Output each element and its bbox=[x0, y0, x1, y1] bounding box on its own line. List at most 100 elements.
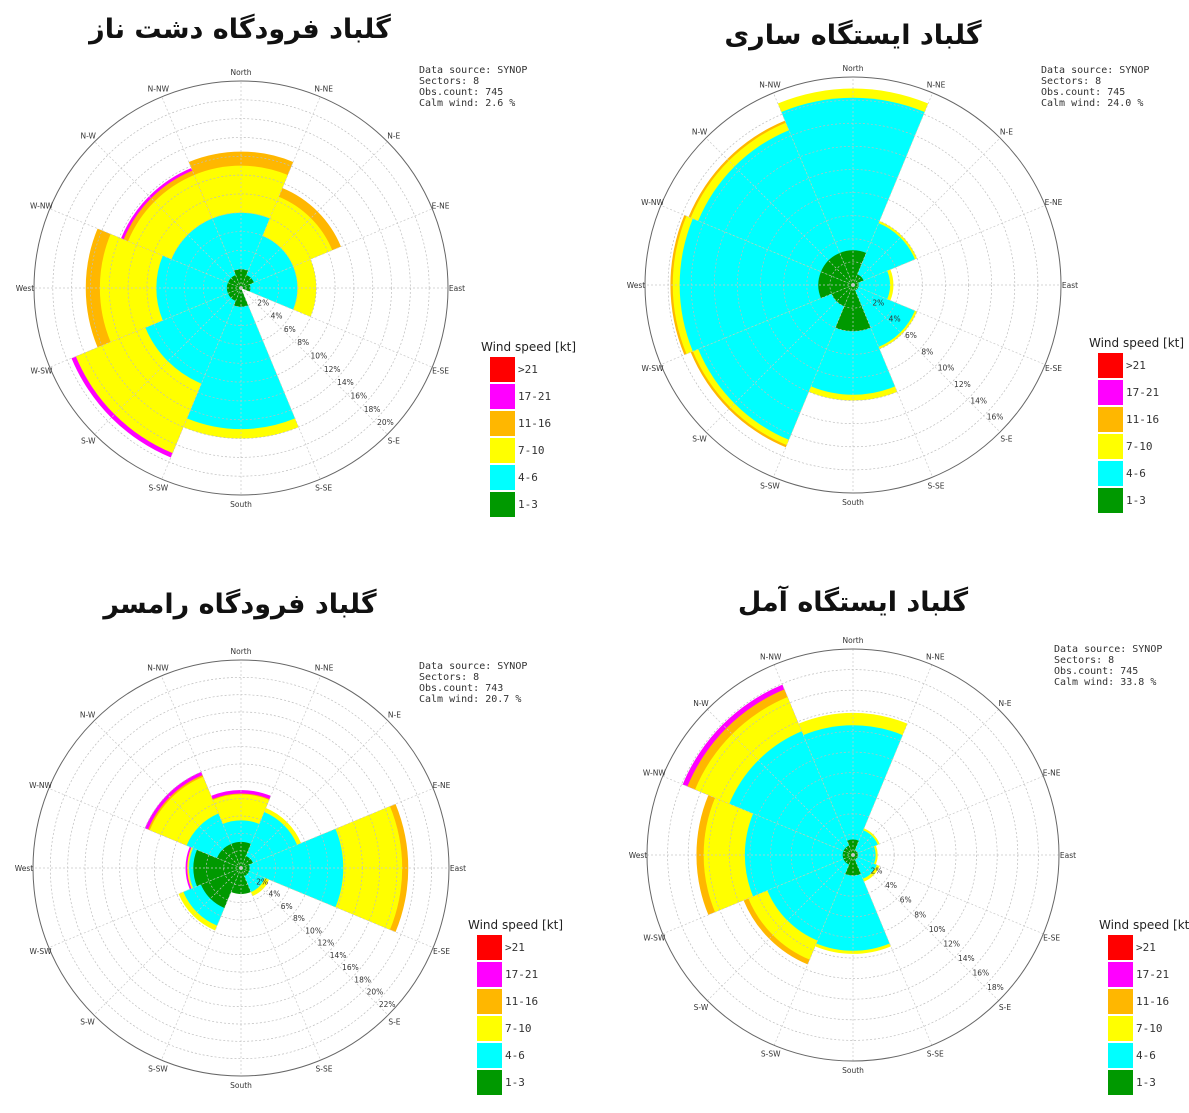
direction-label: N-W bbox=[81, 131, 97, 140]
grid-ring bbox=[729, 731, 977, 979]
legend-title: Wind speed [kt] bbox=[1099, 918, 1189, 932]
percent-tick-label: 20% bbox=[377, 418, 394, 427]
direction-label: S-SE bbox=[928, 481, 945, 490]
percent-tick-label: 8% bbox=[914, 910, 926, 919]
legend-label: 11-16 bbox=[1126, 413, 1159, 426]
percent-tick-label: 14% bbox=[337, 378, 354, 387]
percent-tick-label: 18% bbox=[987, 983, 1004, 992]
direction-label: E-SE bbox=[433, 947, 450, 956]
direction-label: N-E bbox=[998, 699, 1011, 708]
grid-spoke bbox=[852, 92, 933, 286]
legend-label: 11-16 bbox=[505, 995, 538, 1008]
wind-rose-panel-3: گلباد فرودگاه رامسر Data source: SYNOPSec… bbox=[15, 588, 563, 1095]
grid-spoke bbox=[49, 208, 242, 289]
direction-label: E-SE bbox=[432, 367, 449, 376]
legend-swatch bbox=[477, 989, 502, 1014]
percent-tick-label: 22% bbox=[379, 1000, 396, 1009]
percent-tick-label: 8% bbox=[921, 347, 933, 356]
rose-wedge-n-w-bin1 bbox=[843, 845, 853, 855]
grid-spoke bbox=[660, 205, 854, 286]
legend-label: 17-21 bbox=[518, 390, 551, 403]
panel-title: گلباد فرودگاه دشت ناز bbox=[87, 13, 391, 45]
direction-label: S-SE bbox=[927, 1050, 944, 1059]
percent-tick-label: 16% bbox=[987, 413, 1004, 422]
rose-wedge-south-bin2 bbox=[810, 285, 896, 395]
percent-tick-label: 4% bbox=[271, 312, 283, 321]
legend-swatch bbox=[1098, 434, 1123, 459]
info-line: Calm wind: 33.8 % bbox=[1054, 677, 1156, 688]
rose-wedge-east-bin1 bbox=[853, 282, 859, 288]
direction-label: S-W bbox=[80, 1017, 95, 1026]
direction-label: N-W bbox=[80, 711, 96, 720]
percent-tick-label: 18% bbox=[354, 975, 371, 984]
percent-tick-label: 4% bbox=[269, 890, 281, 899]
percent-tick-label: 2% bbox=[256, 877, 268, 886]
direction-label: E-SE bbox=[1045, 364, 1062, 373]
rose-wedge-n-e-bin1 bbox=[853, 274, 864, 285]
legend-title: Wind speed [kt] bbox=[481, 340, 576, 354]
direction-label: N-E bbox=[1000, 128, 1013, 137]
rose-wedge-west-bin1 bbox=[226, 282, 241, 294]
direction-label: W-NW bbox=[30, 201, 53, 210]
info-line: Data source: SYNOP bbox=[419, 65, 527, 76]
percent-tick-label: 10% bbox=[929, 925, 946, 934]
direction-label: S-W bbox=[694, 1003, 709, 1012]
direction-label: S-SW bbox=[149, 484, 169, 493]
grid-spoke bbox=[240, 867, 434, 948]
direction-label: East bbox=[1062, 281, 1078, 290]
rose-wedge-east-bin1 bbox=[853, 853, 859, 857]
direction-label: N-E bbox=[388, 711, 401, 720]
percent-tick-label: 8% bbox=[293, 914, 305, 923]
grid-ring bbox=[205, 832, 277, 904]
direction-label: North bbox=[231, 647, 252, 656]
outer-ring bbox=[646, 648, 1060, 1062]
legend-swatch bbox=[490, 384, 515, 409]
percent-tick-label: 10% bbox=[305, 926, 322, 935]
grid-ring bbox=[165, 212, 317, 364]
direction-label: East bbox=[450, 864, 466, 873]
direction-label: S-SW bbox=[760, 481, 780, 490]
legend-label: 1-3 bbox=[1126, 494, 1146, 507]
info-line: Obs.count: 745 bbox=[1041, 87, 1125, 98]
direction-label: West bbox=[16, 284, 34, 293]
direction-label: East bbox=[449, 284, 465, 293]
legend-label: 11-16 bbox=[518, 417, 551, 430]
grid-spoke bbox=[852, 205, 1046, 286]
rose-wedge-s-w-bin1 bbox=[843, 855, 853, 865]
percent-tick-label: 4% bbox=[889, 315, 901, 324]
direction-label: W-SW bbox=[30, 367, 53, 376]
wind-rose-panel-2: گلباد ایستگاه ساری Data source: SYNOPSect… bbox=[627, 19, 1184, 513]
grid-spoke bbox=[852, 137, 1001, 286]
direction-label: W-NW bbox=[641, 198, 664, 207]
percent-tick-label: 16% bbox=[973, 969, 990, 978]
legend-label: 17-21 bbox=[1126, 386, 1159, 399]
percent-tick-label: 2% bbox=[871, 867, 883, 876]
grid-spoke bbox=[705, 284, 854, 433]
legend-label: 17-21 bbox=[505, 968, 538, 981]
direction-label: N-NE bbox=[315, 664, 334, 673]
direction-label: North bbox=[843, 636, 864, 645]
grid-spoke bbox=[240, 141, 388, 289]
wind-rose-panel-4: گلباد ایستگاه آمل Data source: SYNOPSecto… bbox=[629, 585, 1189, 1095]
direction-label: East bbox=[1060, 851, 1076, 860]
direction-label: South bbox=[842, 1066, 864, 1075]
info-line: Obs.count: 745 bbox=[1054, 666, 1138, 677]
grid-spoke bbox=[48, 788, 242, 869]
grid-spoke bbox=[161, 675, 242, 869]
grid-spoke bbox=[240, 867, 321, 1061]
legend-swatch bbox=[1098, 488, 1123, 513]
grid-spoke bbox=[773, 284, 854, 478]
rose-wedge-n-w-bin2 bbox=[729, 731, 853, 855]
direction-label: N-NW bbox=[147, 664, 169, 673]
info-line: Sectors: 8 bbox=[419, 672, 479, 683]
grid-spoke bbox=[852, 284, 933, 478]
grid-spoke bbox=[705, 137, 854, 286]
percent-tick-label: 20% bbox=[367, 988, 384, 997]
grid-spoke bbox=[161, 867, 242, 1061]
grid-spoke bbox=[49, 287, 242, 368]
info-line: Data source: SYNOP bbox=[419, 661, 527, 672]
info-line: Obs.count: 745 bbox=[419, 87, 503, 98]
outer-ring bbox=[644, 76, 1062, 494]
panel-title: گلباد ایستگاه ساری bbox=[724, 19, 981, 51]
